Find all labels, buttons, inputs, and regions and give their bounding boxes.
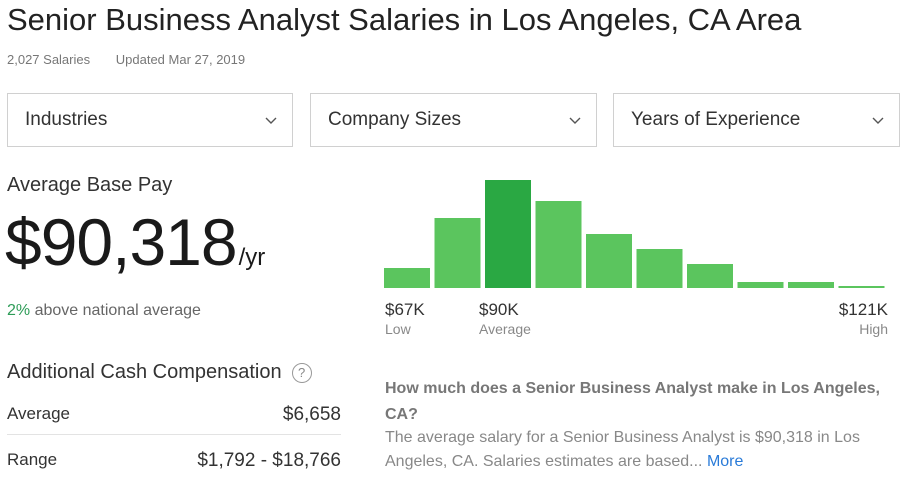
additional-range-value: $1,792 - $18,766 — [197, 450, 341, 471]
salary-histogram — [384, 180, 885, 288]
average-value: $90K — [479, 300, 519, 319]
average-base-pay-label: Average Base Pay — [7, 174, 173, 196]
more-link[interactable]: More — [702, 453, 744, 470]
average-base-pay: $90,318/yr — [5, 204, 265, 280]
chevron-down-icon — [569, 117, 581, 124]
histogram-bar — [636, 249, 683, 288]
comparison-text: above national average — [30, 302, 201, 319]
chevron-down-icon — [872, 117, 884, 124]
faq-answer: The average salary for a Senior Business… — [385, 426, 895, 474]
histogram-bar-average — [485, 180, 531, 288]
updated-date: Updated Mar 27, 2019 — [115, 52, 246, 67]
additional-range-row: Range $1,792 - $18,766 — [7, 450, 341, 472]
pay-amount: $90,318 — [5, 205, 238, 279]
faq-answer-text: The average salary for a Senior Business… — [385, 429, 860, 470]
average-caption: Average — [479, 321, 531, 337]
years-of-experience-dropdown[interactable]: Years of Experience — [613, 93, 900, 147]
additional-average-label: Average — [7, 404, 71, 423]
industries-dropdown-label: Industries — [25, 109, 108, 130]
low-caption: Low — [385, 321, 411, 337]
salary-count: 2,027 Salaries — [7, 52, 91, 67]
histogram-bar — [788, 282, 834, 288]
histogram-bar — [737, 282, 784, 288]
histogram-bar — [535, 201, 582, 288]
divider — [7, 434, 341, 435]
histogram-average-label: $90K Average — [479, 300, 531, 337]
page-meta: 2,027 Salaries Updated Mar 27, 2019 — [7, 52, 245, 67]
faq-question: How much does a Senior Business Analyst … — [385, 380, 880, 423]
company-sizes-dropdown-label: Company Sizes — [328, 109, 462, 130]
histogram-bar — [687, 264, 733, 288]
histogram-low-label: $67K Low — [385, 300, 425, 337]
additional-average-value: $6,658 — [282, 404, 341, 425]
industries-dropdown[interactable]: Industries — [7, 93, 293, 147]
histogram-bar — [586, 234, 632, 288]
high-caption: High — [859, 321, 888, 337]
additional-cash-label: Additional Cash Compensation — [7, 361, 282, 383]
national-comparison: 2% above national average — [7, 302, 201, 320]
help-icon[interactable]: ? — [291, 362, 312, 383]
company-sizes-dropdown[interactable]: Company Sizes — [310, 93, 597, 147]
histogram-bar — [434, 218, 481, 288]
histogram-bar — [384, 268, 430, 288]
additional-range-label: Range — [7, 450, 58, 469]
additional-average-row: Average $6,658 — [7, 404, 341, 426]
histogram-bar — [838, 286, 885, 288]
pay-unit: /yr — [238, 244, 266, 271]
comparison-percent: 2% — [7, 302, 31, 319]
years-of-experience-dropdown-label: Years of Experience — [631, 109, 801, 130]
page-title: Senior Business Analyst Salaries in Los … — [7, 2, 802, 37]
histogram-high-label: $121K High — [839, 300, 888, 337]
chevron-down-icon — [265, 117, 277, 124]
additional-cash-compensation-heading: Additional Cash Compensation ? — [7, 361, 312, 384]
high-value: $121K — [838, 300, 888, 319]
low-value: $67K — [385, 300, 425, 319]
